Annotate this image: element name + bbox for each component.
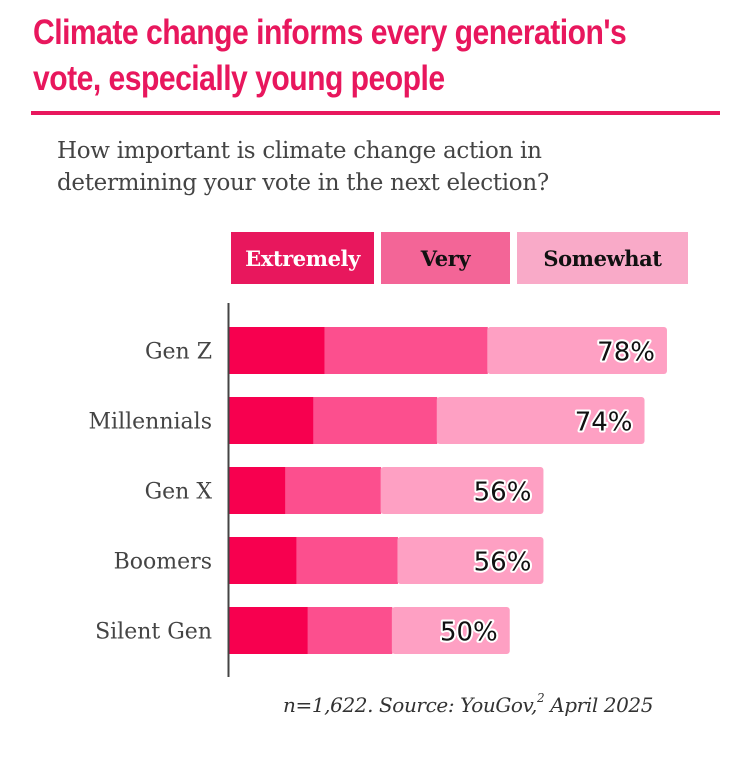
total-label-gen-z: 78%	[597, 338, 655, 368]
title-divider	[31, 111, 720, 115]
bar-gen-x-somewhat	[380, 467, 544, 514]
labels-group: Gen Z 78% Millennials 74% Gen X 56% Boomers 56%…	[89, 336, 657, 650]
bar-silent-gen-somewhat	[391, 607, 510, 654]
total-label-millennials: 74%	[575, 408, 633, 438]
bar-millennials-somewhat	[436, 397, 645, 444]
bar-gen-z-extremely	[229, 327, 325, 374]
bar-gen-z-very	[324, 327, 488, 374]
legend-item-somewhat: Somewhat	[517, 232, 688, 284]
legend-item-very: Very	[381, 232, 510, 284]
category-label-millennials: Millennials	[89, 410, 212, 435]
source-text: n=1,622. Source: YouGov,	[283, 693, 538, 717]
bar-gen-z-somewhat	[487, 327, 667, 374]
category-label-silent-gen: Silent Gen	[95, 620, 212, 645]
bar-silent-gen-very	[307, 607, 393, 654]
source-date: April 2025	[544, 693, 654, 717]
source-note: n=1,622. Source: YouGov,2 April 2025	[283, 691, 653, 717]
bar-gen-x-extremely	[229, 467, 286, 514]
bar-boomers-somewhat	[397, 537, 544, 584]
bar-millennials-extremely	[229, 397, 314, 444]
chart-subtitle: How important is climate change action i…	[57, 135, 697, 199]
source-footnote-marker: 2	[537, 691, 545, 705]
chart-title-line-2: vote, especially young people	[33, 59, 445, 98]
chart-subtitle-line-2: determining your vote in the next electi…	[57, 170, 549, 196]
total-label-boomers: 56%	[474, 548, 532, 578]
chart-subtitle-line-1: How important is climate change action i…	[57, 138, 542, 164]
bar-boomers-very	[296, 537, 398, 584]
chart-title-line-1: Climate change informs every generation'…	[33, 13, 627, 52]
bar-millennials-very	[313, 397, 438, 444]
total-label-gen-x: 56%	[474, 478, 532, 508]
bar-boomers-extremely	[229, 537, 297, 584]
category-label-gen-z: Gen Z	[145, 340, 212, 365]
category-label-boomers: Boomers	[114, 550, 212, 575]
bars-group	[229, 327, 667, 654]
category-label-gen-x: Gen X	[145, 480, 213, 505]
legend: Extremely Very Somewhat	[0, 232, 750, 284]
chart-title: Climate change informs every generation'…	[33, 10, 635, 102]
total-label-silent-gen: 50%	[440, 618, 498, 648]
bar-gen-x-very	[285, 467, 382, 514]
bar-silent-gen-extremely	[229, 607, 309, 654]
legend-item-extremely: Extremely	[231, 232, 374, 284]
